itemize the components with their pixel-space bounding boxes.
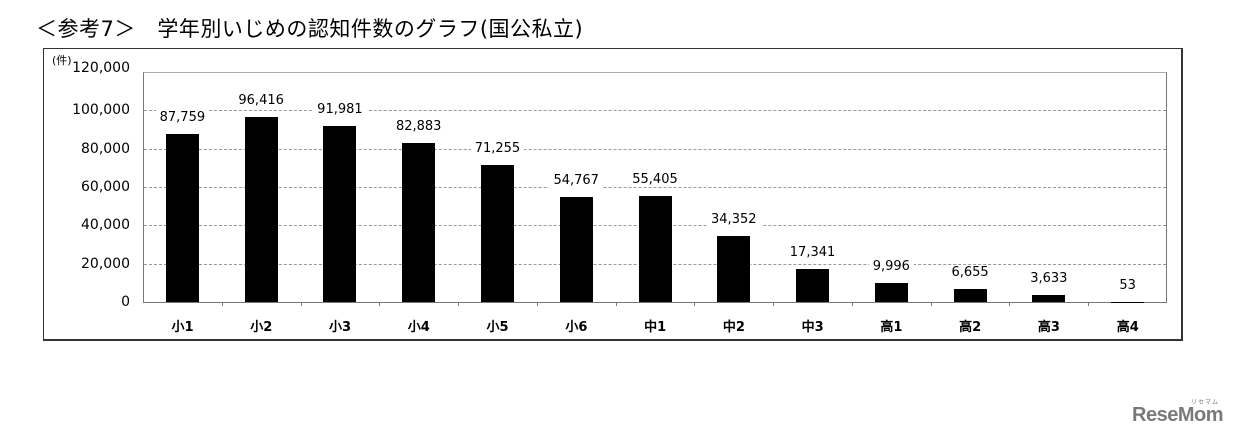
x-axis-tick xyxy=(694,302,696,306)
x-category-label: 小2 xyxy=(250,320,273,335)
resemom-watermark-logo: ReseMom リセマム xyxy=(1132,400,1223,427)
chart-title: ＜参考7＞ 学年別いじめの認知件数のグラフ(国公私立) xyxy=(36,17,584,41)
bar-value-label: 87,759 xyxy=(142,109,222,125)
x-category-label: 高3 xyxy=(1037,320,1060,335)
bar xyxy=(1032,295,1066,302)
bar-value-label: 71,255 xyxy=(457,141,537,157)
bar xyxy=(796,268,830,302)
gridline xyxy=(144,148,1166,150)
bar xyxy=(559,197,593,302)
x-category-label: 高1 xyxy=(880,320,903,335)
x-axis-tick xyxy=(1088,302,1090,306)
y-tick-label: 120,000 xyxy=(72,60,130,76)
bar-value-label: 82,883 xyxy=(379,119,459,135)
x-axis-tick xyxy=(300,302,302,306)
x-axis-tick xyxy=(379,302,381,306)
x-axis-tick xyxy=(536,302,538,306)
bar-value-label: 3,633 xyxy=(1009,271,1089,287)
watermark-text: ReseMom xyxy=(1132,404,1223,426)
x-category-label: 中3 xyxy=(801,320,824,335)
x-axis-tick xyxy=(1009,302,1011,306)
bar xyxy=(165,133,199,302)
x-category-label: 小5 xyxy=(486,320,509,335)
bar-value-label: 17,341 xyxy=(773,244,853,260)
x-axis-tick xyxy=(615,302,617,306)
y-tick-label: 40,000 xyxy=(81,217,130,234)
x-category-label: 小1 xyxy=(171,320,194,335)
x-axis-line xyxy=(143,302,1167,303)
bar xyxy=(323,125,357,302)
x-category-label: 高4 xyxy=(1116,320,1139,335)
y-axis-unit-label: (件) xyxy=(52,54,72,67)
bar-value-label: 55,405 xyxy=(615,171,695,187)
bar-value-label: 54,767 xyxy=(536,173,616,189)
bar xyxy=(717,236,751,302)
bar-value-label: 91,981 xyxy=(300,101,380,117)
x-axis-tick xyxy=(930,302,932,306)
bar xyxy=(402,143,436,302)
bar xyxy=(874,282,908,302)
y-tick-label: 80,000 xyxy=(81,140,130,157)
x-category-label: 中1 xyxy=(644,320,667,335)
x-axis-tick xyxy=(773,302,775,306)
x-category-label: 小3 xyxy=(329,320,352,335)
bar xyxy=(244,117,278,302)
bar xyxy=(953,289,987,302)
chart-frame xyxy=(43,48,1183,341)
gridline xyxy=(144,187,1166,188)
bar xyxy=(480,165,514,302)
x-category-label: 小6 xyxy=(565,320,588,335)
bar-value-label: 9,996 xyxy=(851,258,931,274)
bar-value-label: 6,655 xyxy=(930,265,1010,281)
x-category-label: 中2 xyxy=(722,320,745,335)
x-axis-tick xyxy=(851,302,853,306)
x-category-label: 小4 xyxy=(407,320,430,335)
y-tick-label: 20,000 xyxy=(81,255,130,272)
x-axis-tick xyxy=(458,302,460,306)
bar xyxy=(638,195,672,302)
y-tick-label: 0 xyxy=(121,294,130,310)
bar xyxy=(1111,301,1145,303)
x-axis-tick xyxy=(221,302,223,306)
x-category-label: 高2 xyxy=(959,320,982,335)
bar-value-label: 53 xyxy=(1088,277,1168,293)
gridline xyxy=(144,110,1166,112)
watermark-kana: リセマム xyxy=(1190,400,1219,406)
bar-value-label: 34,352 xyxy=(694,212,774,228)
bar-value-label: 96,416 xyxy=(221,93,301,109)
y-tick-label: 60,000 xyxy=(81,179,130,195)
y-tick-label: 100,000 xyxy=(72,102,130,119)
